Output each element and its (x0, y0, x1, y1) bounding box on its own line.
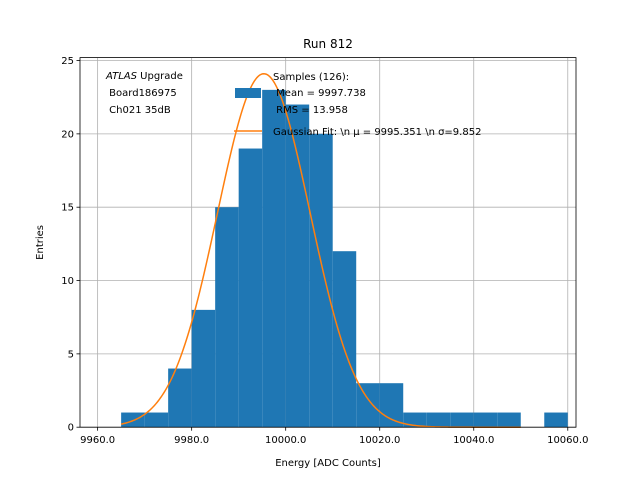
legend-samples-line-2: Mean = 9997.738 (273, 88, 366, 99)
histogram-bar-3 (191, 309, 216, 428)
histogram-bar-12 (403, 412, 427, 428)
y-tick-label-3: 15 (61, 203, 74, 214)
x-tick-label-4: 10040.0 (453, 435, 494, 446)
histogram-bar-5 (238, 148, 263, 428)
legend-samples-line-3: RMS = 13.958 (273, 105, 348, 116)
histogram-bar-10 (356, 383, 380, 428)
histogram-bar-0 (121, 412, 145, 428)
histogram-bar-14 (450, 412, 474, 428)
chart-title: Run 812 (303, 37, 353, 51)
atlas-annotation: ATLAS Upgrade Board186975 Ch021 35dB (105, 71, 183, 116)
x-tick-label-2: 10000.0 (265, 435, 306, 446)
plot-frame (79, 57, 577, 428)
x-tick-label-0: 9960.0 (80, 435, 115, 446)
histogram-bar-1 (144, 412, 169, 428)
histogram-bar-9 (332, 251, 357, 428)
x-axis-label: Energy [ADC Counts] (275, 458, 381, 469)
y-axis-label: Entries (35, 225, 46, 260)
legend: Samples (126): Mean = 9997.738 RMS = 13.… (234, 72, 481, 138)
x-tick-label-1: 9980.0 (174, 435, 209, 446)
histogram-bars (121, 89, 568, 428)
histogram-bar-2 (168, 368, 192, 428)
histogram-bar-18 (544, 412, 568, 428)
y-tick-label-4: 20 (61, 129, 74, 140)
x-tick-label-5: 10060.0 (547, 435, 588, 446)
legend-bar-swatch (235, 88, 261, 98)
annotation-line-3: Ch021 35dB (106, 105, 171, 116)
y-tick-label-0: 0 (68, 423, 74, 434)
histogram-bar-6 (262, 89, 286, 428)
legend-fit-label: Gaussian Fit: \n μ = 9995.351 \n σ=9.852 (273, 127, 481, 138)
y-tick-label-2: 10 (61, 276, 74, 287)
annotation-atlas: ATLAS (105, 71, 138, 82)
annotation-upgrade: Upgrade (137, 71, 183, 82)
annotation-line-1: ATLAS Upgrade (105, 71, 183, 82)
y-tick-label-1: 5 (68, 349, 74, 360)
y-tick-label-5: 25 (61, 56, 74, 67)
x-tick-label-3: 10020.0 (359, 435, 400, 446)
histogram-bar-4 (215, 207, 239, 428)
histogram-bar-11 (379, 383, 404, 428)
histogram-bar-16 (497, 412, 521, 428)
histogram-bar-7 (285, 104, 310, 428)
histogram-bar-15 (473, 412, 498, 428)
axis-ticks: 9960.0 9980.0 10000.0 10020.0 10040.0 10060.0… (61, 56, 588, 446)
histogram-bar-8 (309, 133, 333, 428)
annotation-line-2: Board186975 (106, 88, 177, 99)
legend-samples-line-1: Samples (126): (273, 72, 349, 83)
histogram-bar-13 (426, 412, 451, 428)
